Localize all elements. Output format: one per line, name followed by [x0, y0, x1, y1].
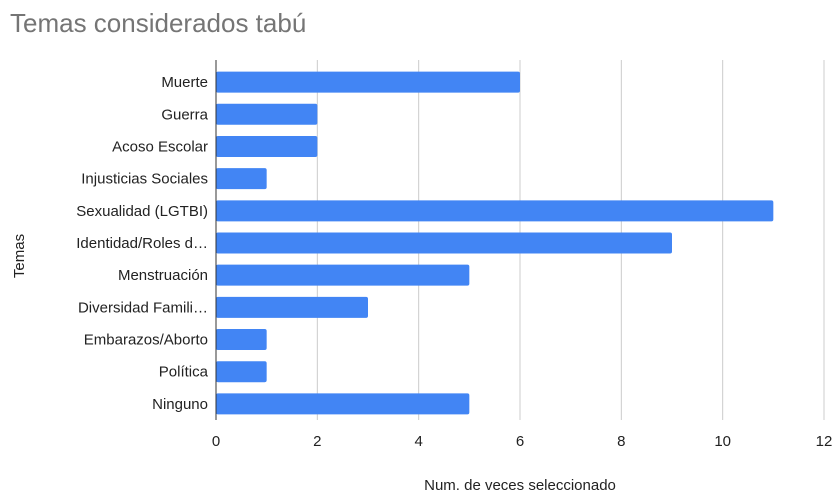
- bar: [216, 200, 774, 222]
- bar: [216, 103, 318, 125]
- x-tick-label: 10: [714, 433, 731, 450]
- x-tick-label: 6: [516, 433, 524, 450]
- category-label: Política: [159, 364, 209, 381]
- category-label: Injusticias Sociales: [81, 171, 208, 188]
- bar: [216, 232, 672, 254]
- x-axis-title: Num. de veces seleccionado: [424, 477, 616, 493]
- chart-title: Temas considerados tabú: [10, 8, 307, 38]
- bar: [216, 329, 267, 351]
- category-label: Identidad/Roles d…: [76, 235, 208, 252]
- bar: [216, 393, 470, 415]
- x-tick-label: 2: [313, 433, 321, 450]
- y-axis-title: Temas: [11, 234, 28, 278]
- x-tick-label: 12: [816, 433, 833, 450]
- x-tick-label: 8: [617, 433, 625, 450]
- bar: [216, 296, 368, 318]
- bars: [216, 71, 774, 415]
- category-label: Sexualidad (LGTBI): [76, 203, 208, 220]
- category-labels: Muerte Guerra Acoso Escolar Injusticias Soc…: [76, 74, 208, 413]
- category-label: Menstruación: [118, 267, 208, 284]
- category-label: Acoso Escolar: [112, 138, 208, 155]
- bar: [216, 168, 267, 190]
- category-label: Muerte: [161, 74, 208, 91]
- category-label: Diversidad Famili…: [78, 299, 208, 316]
- bar: [216, 135, 318, 157]
- x-tick-label: 4: [414, 433, 422, 450]
- category-label: Guerra: [161, 106, 208, 123]
- bar: [216, 264, 470, 286]
- category-label: Embarazos/Aborto: [84, 332, 208, 349]
- x-tick-labels: 0 2 4 6 8 10 12: [212, 433, 833, 450]
- bar: [216, 361, 267, 383]
- category-label: Ninguno: [152, 396, 208, 413]
- bar: [216, 71, 520, 93]
- x-tick-label: 0: [212, 433, 220, 450]
